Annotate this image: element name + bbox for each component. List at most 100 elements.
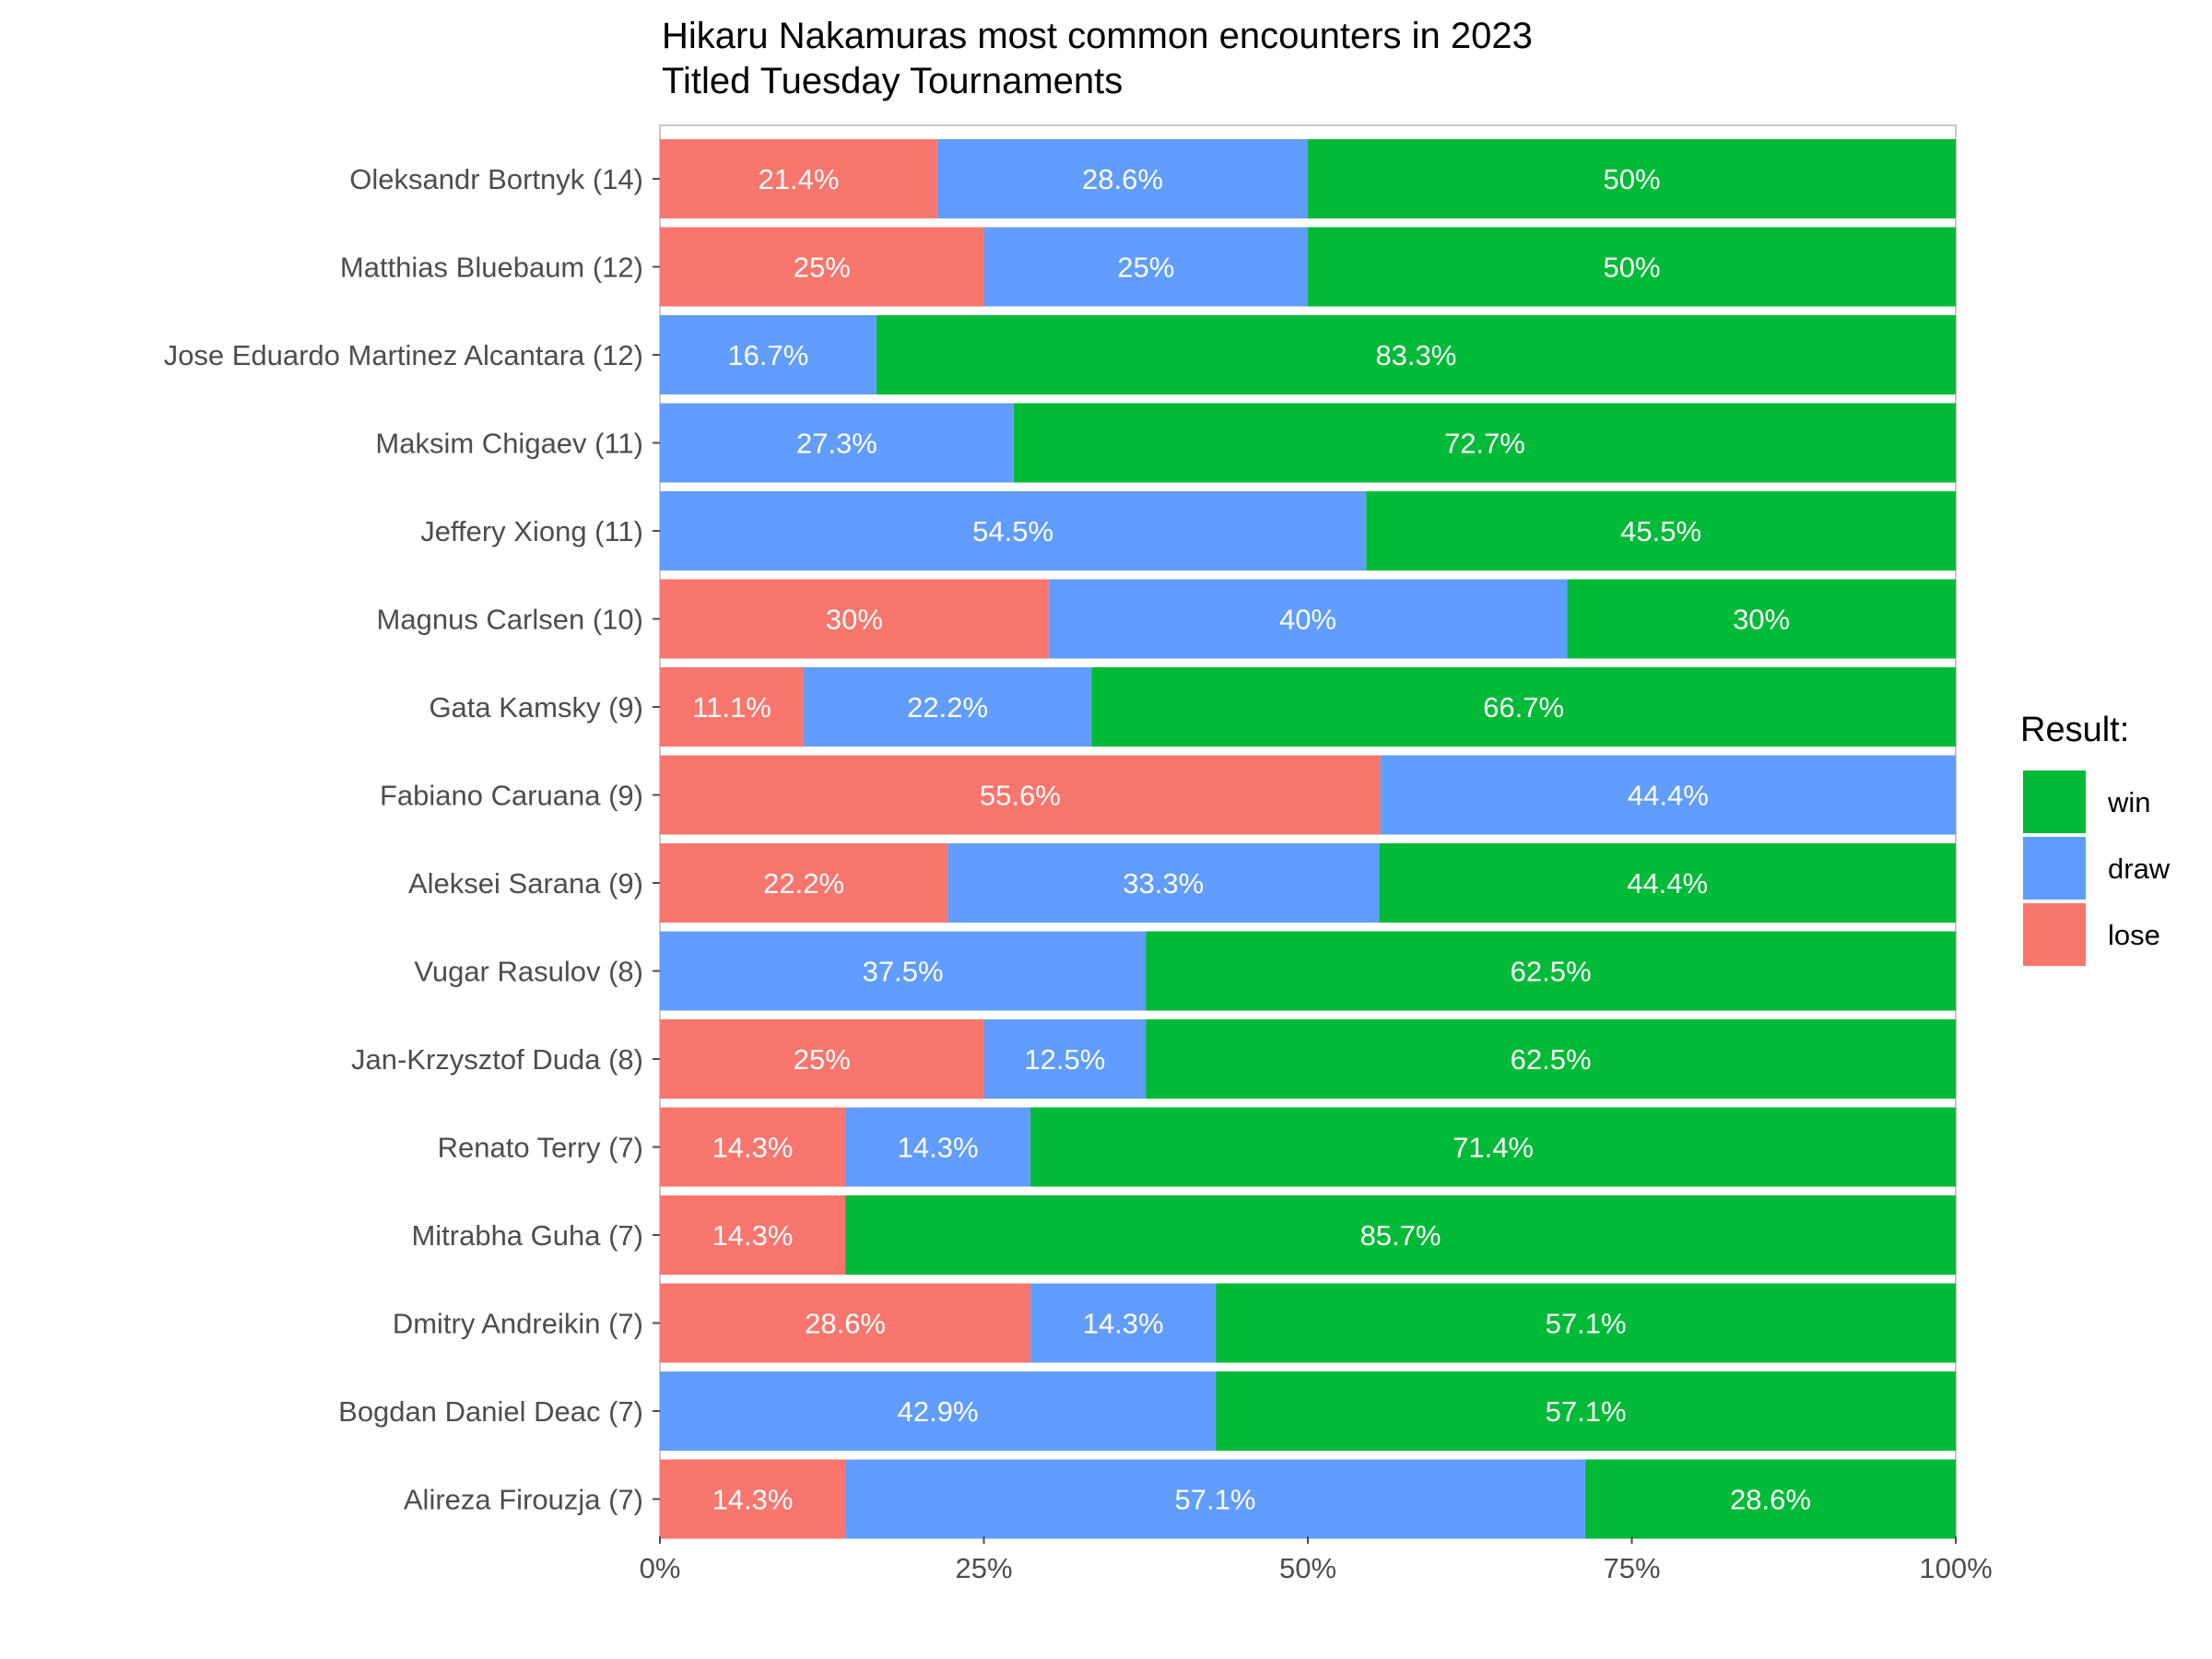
legend-label-lose: lose <box>2108 919 2160 951</box>
bar-lose-13 <box>660 1283 1031 1363</box>
bar-label-win-0: 50% <box>1603 163 1660 195</box>
chart-subtitle: Titled Tuesday Tournaments <box>662 61 1123 101</box>
x-tick-label-3: 75% <box>1603 1552 1660 1584</box>
bar-label-win-5: 30% <box>1733 604 1790 636</box>
bar-label-win-6: 66.7% <box>1483 691 1564 724</box>
bar-win-14 <box>1216 1371 1956 1451</box>
y-tick-label-9: Vugar Rasulov (8) <box>414 956 643 988</box>
bar-win-1 <box>1308 227 1956 307</box>
bar-draw-2 <box>660 315 877 394</box>
y-tick-label-12: Mitrabha Guha (7) <box>411 1219 643 1252</box>
bar-win-15 <box>1584 1459 1956 1539</box>
bar-lose-7 <box>660 755 1381 835</box>
bar-label-win-9: 62.5% <box>1511 956 1592 988</box>
bar-lose-8 <box>660 843 948 923</box>
x-tick-label-2: 50% <box>1279 1552 1336 1584</box>
bar-win-13 <box>1216 1283 1956 1363</box>
bar-win-12 <box>845 1195 1956 1275</box>
bar-label-win-1: 50% <box>1603 252 1660 284</box>
bar-label-draw-10: 12.5% <box>1024 1043 1105 1076</box>
bar-draw-5 <box>1048 579 1568 659</box>
legend-label-win: win <box>2107 786 2151 818</box>
y-tick-label-1: Matthias Bluebaum (12) <box>340 252 643 284</box>
bar-win-5 <box>1567 579 1956 659</box>
bar-label-draw-7: 44.4% <box>1628 780 1709 812</box>
bar-win-11 <box>1030 1107 1956 1187</box>
bar-label-lose-13: 28.6% <box>805 1308 886 1340</box>
x-tick-label-1: 25% <box>955 1552 1012 1584</box>
bar-win-3 <box>1013 403 1956 483</box>
bar-lose-6 <box>660 667 805 747</box>
legend-key-win <box>2023 771 2086 833</box>
bar-label-win-8: 44.4% <box>1627 867 1708 900</box>
y-tick-label-13: Dmitry Andreikin (7) <box>393 1308 643 1340</box>
bar-draw-13 <box>1030 1283 1217 1363</box>
bar-label-draw-2: 16.7% <box>727 339 808 371</box>
y-tick-label-2: Jose Eduardo Martinez Alcantara (12) <box>164 339 643 371</box>
bar-label-lose-10: 25% <box>794 1043 851 1076</box>
bar-draw-9 <box>660 931 1147 1011</box>
bar-label-lose-0: 21.4% <box>758 163 839 195</box>
bar-lose-15 <box>660 1459 846 1539</box>
bar-label-win-10: 62.5% <box>1511 1043 1592 1076</box>
x-axis: 0% 25% 50% 75% 100% <box>640 1536 1993 1584</box>
bar-label-draw-14: 42.9% <box>898 1395 979 1428</box>
bar-label-draw-4: 54.5% <box>972 515 1053 547</box>
bar-label-draw-9: 37.5% <box>863 956 944 988</box>
bar-label-draw-3: 27.3% <box>796 428 877 460</box>
legend-label-draw: draw <box>2108 853 2171 885</box>
bar-label-draw-8: 33.3% <box>1123 867 1204 900</box>
bar-label-win-2: 83.3% <box>1375 339 1456 371</box>
bar-label-lose-7: 55.6% <box>980 780 1061 812</box>
x-tick-label-4: 100% <box>1919 1552 1992 1584</box>
y-tick-label-0: Oleksandr Bortnyk (14) <box>349 163 643 195</box>
bar-label-draw-5: 40% <box>1279 604 1336 636</box>
bar-label-win-12: 85.7% <box>1360 1219 1441 1252</box>
bar-label-win-3: 72.7% <box>1444 428 1525 460</box>
bar-label-draw-1: 25% <box>1117 252 1174 284</box>
bar-draw-1 <box>983 227 1308 307</box>
bar-draw-15 <box>845 1459 1585 1539</box>
legend-key-draw <box>2023 837 2086 900</box>
y-tick-label-6: Gata Kamsky (9) <box>429 691 643 724</box>
bar-label-win-15: 28.6% <box>1730 1484 1811 1516</box>
bar-labels: 21.4% 28.6% 50% 25% 25% 50% 16.7% 83.3% 27.3% 72.… <box>692 163 1811 1516</box>
bar-label-draw-11: 14.3% <box>898 1132 979 1164</box>
bar-draw-14 <box>660 1371 1217 1451</box>
chart-title: Hikaru Nakamuras most common encounters … <box>662 16 1533 56</box>
bar-draw-10 <box>983 1019 1147 1099</box>
x-tick-label-0: 0% <box>640 1552 681 1584</box>
bar-label-lose-5: 30% <box>826 604 883 636</box>
bar-win-4 <box>1366 491 1956 571</box>
y-tick-label-8: Aleksei Sarana (9) <box>408 867 643 900</box>
bar-label-lose-1: 25% <box>794 252 851 284</box>
y-tick-label-5: Magnus Carlsen (10) <box>377 604 643 636</box>
bar-win-0 <box>1308 139 1956 218</box>
bar-label-lose-11: 14.3% <box>712 1132 794 1164</box>
legend-key-lose <box>2023 903 2086 966</box>
bar-win-9 <box>1146 931 1956 1011</box>
bar-lose-11 <box>660 1107 846 1187</box>
bar-label-win-11: 71.4% <box>1453 1132 1534 1164</box>
bar-draw-6 <box>804 667 1092 747</box>
bar-label-lose-8: 22.2% <box>763 867 844 900</box>
bar-draw-8 <box>947 843 1380 923</box>
bar-draw-3 <box>660 403 1014 483</box>
y-tick-label-7: Fabiano Caruana (9) <box>380 780 643 812</box>
bars <box>660 139 1956 1539</box>
bar-label-lose-6: 11.1% <box>692 691 771 724</box>
bar-lose-0 <box>660 139 937 218</box>
bar-win-10 <box>1146 1019 1956 1099</box>
bar-label-lose-15: 14.3% <box>712 1484 794 1516</box>
y-tick-label-14: Bogdan Daniel Deac (7) <box>338 1395 643 1428</box>
bar-win-8 <box>1379 843 1956 923</box>
bar-draw-0 <box>936 139 1308 218</box>
y-axis: Oleksandr Bortnyk (14) Matthias Bluebaum … <box>164 163 660 1516</box>
bar-label-draw-15: 57.1% <box>1175 1484 1256 1516</box>
bar-lose-12 <box>660 1195 846 1275</box>
bar-lose-1 <box>660 227 984 307</box>
bar-label-draw-0: 28.6% <box>1082 163 1163 195</box>
legend: Result: win draw lose <box>2020 711 2171 966</box>
bar-draw-7 <box>1380 755 1956 835</box>
